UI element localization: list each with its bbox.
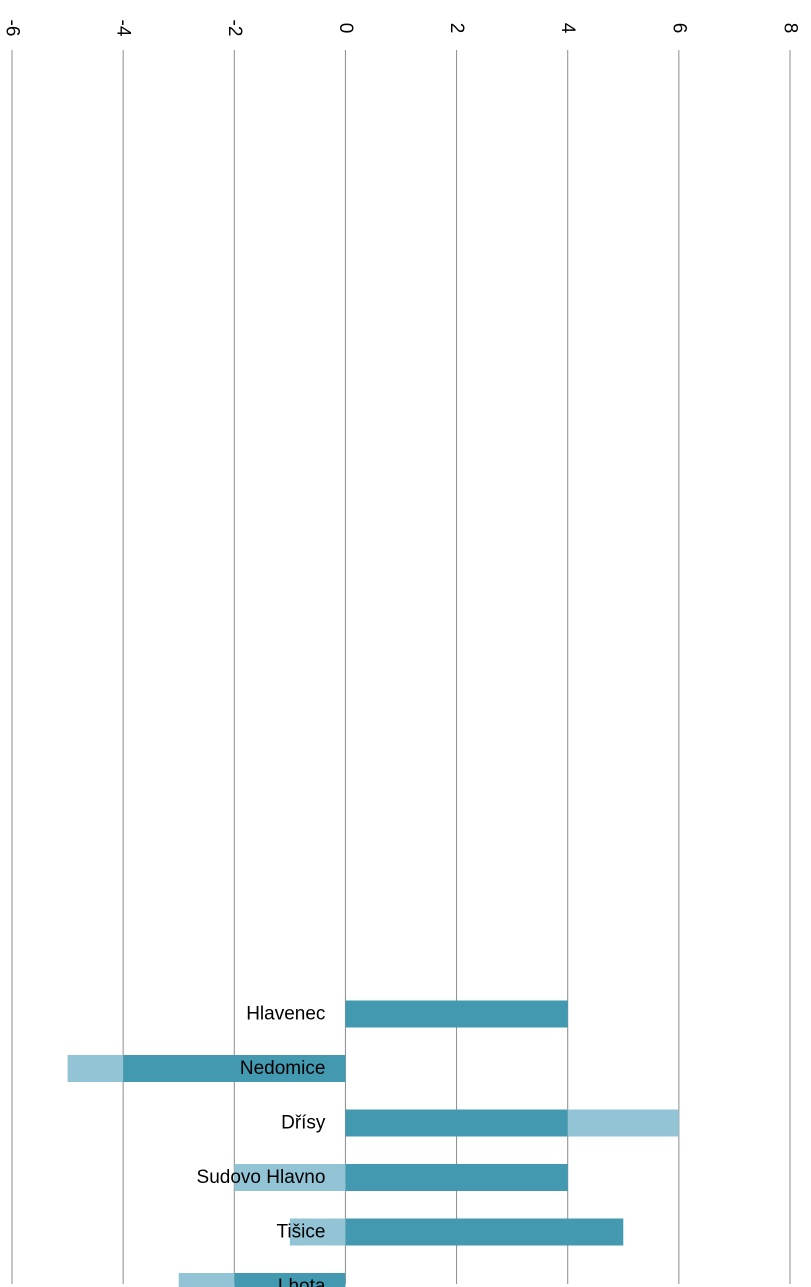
category-label-5: Lhota [278,1276,326,1287]
x-tick-label-1: -4 [113,20,134,37]
x-tick-label-5: 4 [557,23,578,34]
x-tick-label-7: 8 [780,23,801,34]
category-label-0: Hlavenec [246,1004,325,1025]
bar-1-series-0 [123,1055,346,1082]
x-tick-label-6: 6 [668,23,689,34]
bar-3-series-1 [234,1164,346,1191]
grid-lines [11,50,791,1284]
bar-2-series-0 [345,1109,568,1137]
bars [67,1000,679,1287]
bar-5-series-0 [234,1273,346,1287]
x-tick-label-0: -6 [2,20,23,37]
x-tick-label-2: -2 [224,20,245,37]
bar-3-series-0 [345,1164,568,1191]
bar-0-series-0 [345,1000,568,1028]
category-label-1: Nedomice [240,1058,326,1079]
category-label-3: Sudovo Hlavno [197,1167,326,1188]
x-tick-label-3: 0 [335,23,356,34]
bar-4-series-1 [289,1218,346,1246]
x-tick-label-4: 2 [446,23,467,34]
bar-1-series-1 [67,1055,124,1082]
category-label-4: Tišice [277,1222,326,1243]
bar-2-series-1 [567,1109,679,1137]
bar-4-series-0 [345,1218,624,1246]
x-axis-tick-labels: -6 -4 -2 0 2 4 6 8 [2,20,801,37]
category-labels: Hlavenec Nedomice Dřísy Sudovo Hlavno Tišice… [197,1004,326,1287]
bar-5-series-1 [178,1273,235,1287]
category-label-2: Dřísy [281,1113,326,1134]
